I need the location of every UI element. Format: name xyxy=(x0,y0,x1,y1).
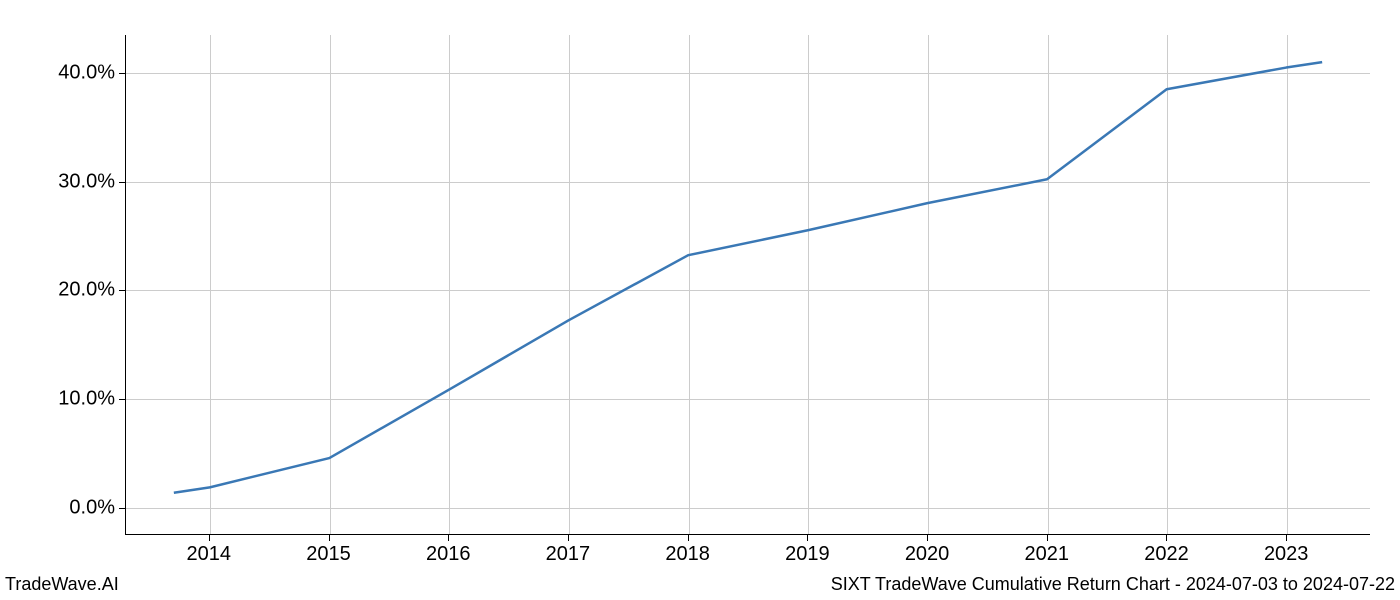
footer-left-text: TradeWave.AI xyxy=(5,574,119,595)
y-tick-label: 0.0% xyxy=(69,496,125,519)
x-tick-label: 2016 xyxy=(426,535,471,566)
x-tick-label: 2023 xyxy=(1264,535,1309,566)
y-tick-label: 20.0% xyxy=(58,279,125,302)
x-tick-label: 2021 xyxy=(1025,535,1070,566)
y-tick-label: 40.0% xyxy=(58,62,125,85)
x-tick-label: 2018 xyxy=(665,535,710,566)
data-line xyxy=(174,62,1322,493)
x-tick-label: 2015 xyxy=(306,535,351,566)
y-tick-label: 30.0% xyxy=(58,170,125,193)
line-series xyxy=(126,35,1370,534)
chart-container: 0.0%10.0%20.0%30.0%40.0% 201420152016201… xyxy=(125,35,1370,535)
x-tick-label: 2020 xyxy=(905,535,950,566)
x-tick-label: 2014 xyxy=(187,535,232,566)
x-tick-label: 2022 xyxy=(1144,535,1189,566)
y-tick-label: 10.0% xyxy=(58,388,125,411)
footer-right-text: SIXT TradeWave Cumulative Return Chart -… xyxy=(831,574,1395,595)
plot-area xyxy=(125,35,1370,535)
x-tick-label: 2017 xyxy=(546,535,591,566)
x-tick-label: 2019 xyxy=(785,535,830,566)
